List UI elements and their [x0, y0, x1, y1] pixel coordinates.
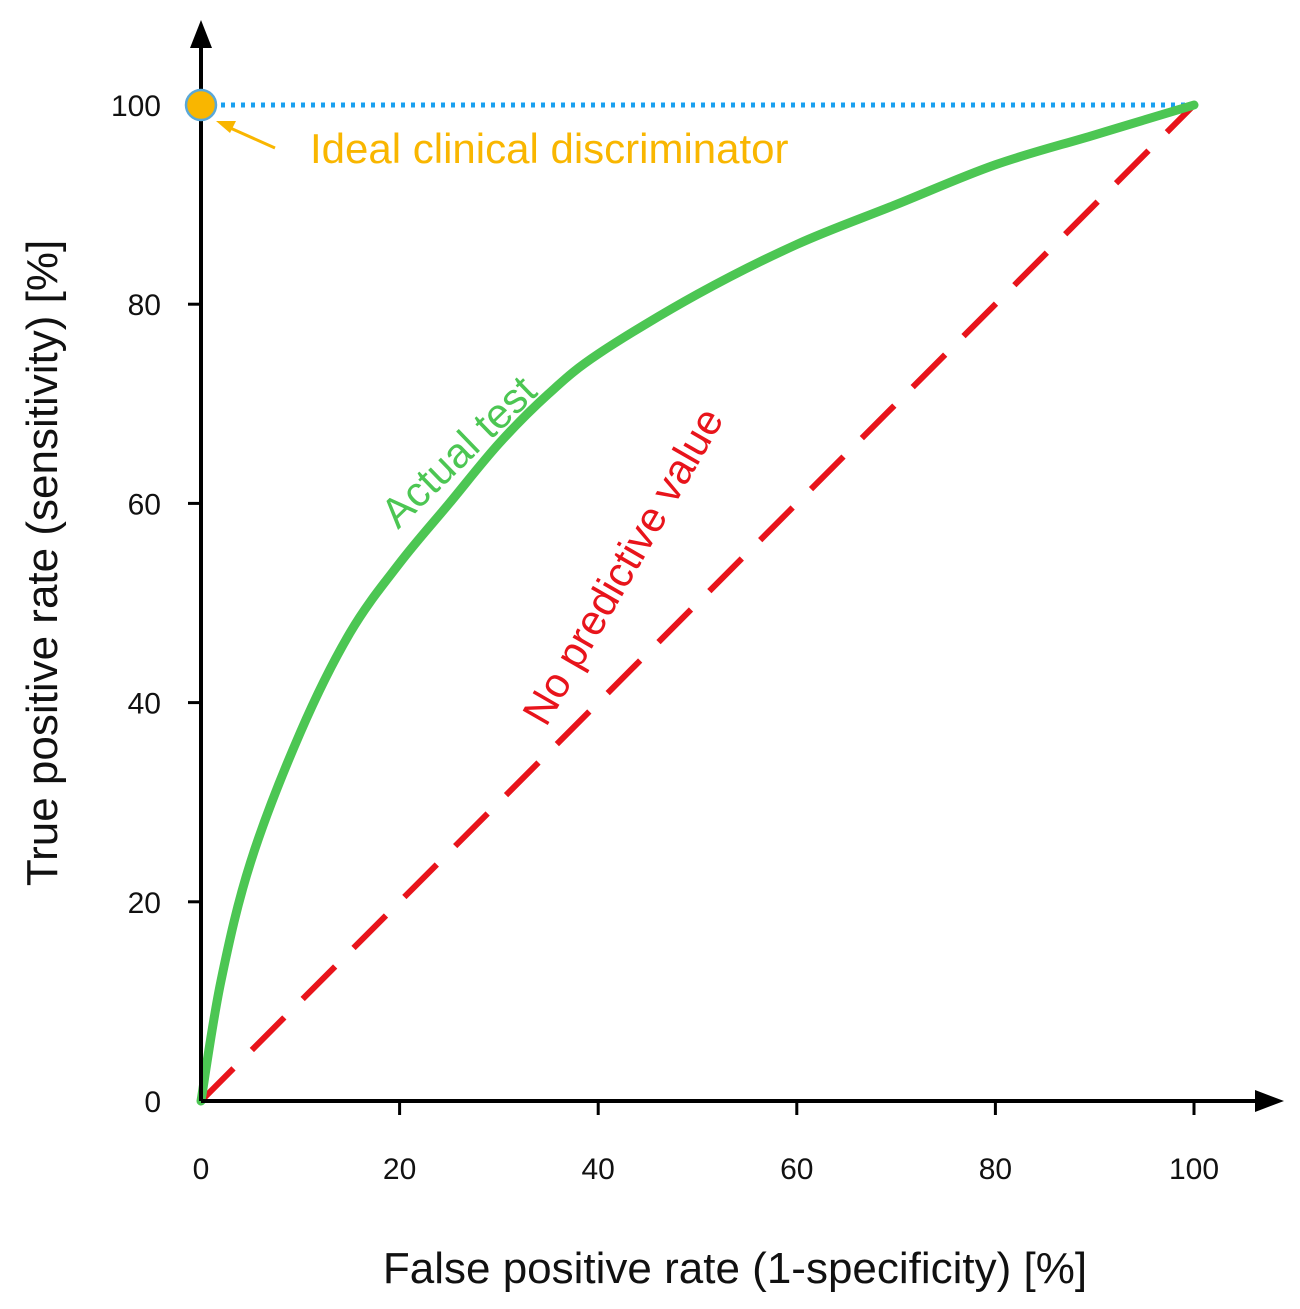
- point-layer: [184, 88, 218, 122]
- x-tick-label: 100: [1169, 1153, 1219, 1186]
- actual-test-label: Actual test: [372, 366, 546, 536]
- y-tick-label: 0: [144, 1086, 161, 1119]
- series-layer: [196, 100, 1199, 1106]
- x-tick-label: 40: [582, 1153, 615, 1186]
- axes: [190, 20, 1284, 1112]
- ideal-arrow-head: [216, 121, 236, 133]
- series-no-predictive-value: [198, 102, 1197, 1104]
- no-predictive-value-label: No predictive value: [513, 400, 732, 733]
- y-axis-title: True positive rate (sensitivity) [%]: [18, 240, 67, 886]
- tick-layer: 0 20 40 60 80 100 0 20 40 60 80 100: [111, 90, 1219, 1186]
- y-tick-label: 80: [128, 289, 161, 322]
- x-tick-label: 20: [383, 1153, 416, 1186]
- ideal-point-marker: [184, 88, 218, 122]
- y-axis-arrowhead: [190, 20, 212, 48]
- y-tick-label: 100: [111, 90, 161, 123]
- ideal-annotation: Ideal clinical discriminator: [216, 121, 789, 172]
- series-actual-test: [196, 100, 1199, 1106]
- y-tick-label: 60: [128, 488, 161, 521]
- ideal-arrow-shaft: [227, 125, 276, 150]
- x-axis-title: False positive rate (1-specificity) [%]: [383, 1244, 1087, 1293]
- y-tick-label: 40: [128, 688, 161, 721]
- x-tick-label: 80: [979, 1153, 1012, 1186]
- x-axis-arrowhead: [1255, 1090, 1284, 1112]
- x-tick-label: 60: [780, 1153, 813, 1186]
- ideal-discriminator-label: Ideal clinical discriminator: [310, 125, 789, 172]
- y-tick-label: 20: [128, 887, 161, 920]
- x-tick-label: 0: [193, 1153, 210, 1186]
